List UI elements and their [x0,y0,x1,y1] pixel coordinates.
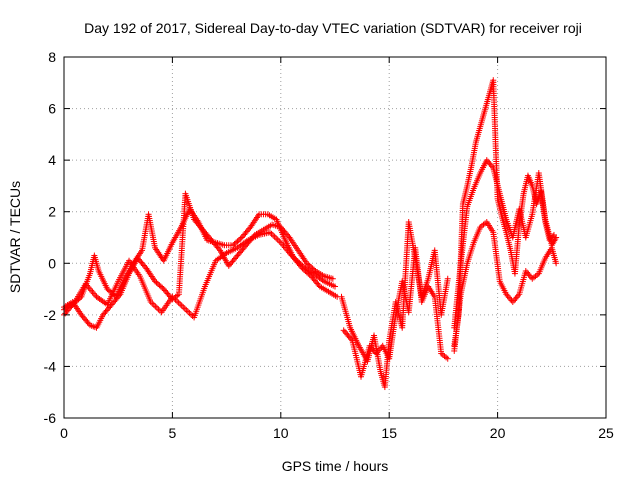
y-tick-label: 2 [48,204,56,220]
data-point [150,301,157,308]
chart-title: Day 192 of 2017, Sidereal Day-to-day VTE… [84,20,582,36]
data-point [306,262,313,269]
data-point [177,301,184,308]
data-point [157,283,164,290]
data-point [377,345,384,352]
data-point [274,236,281,243]
data-point [116,292,123,299]
data-marks-layer [61,77,560,391]
data-point [271,233,278,240]
data-point [178,302,185,309]
data-point [444,275,451,282]
axis-ticks-layer: 0 5 10 15 20 25 -6 -4 -2 0 2 4 6 8 [44,49,614,441]
data-point [183,307,190,314]
data-point [305,261,312,268]
y-tick-label: 0 [48,255,56,271]
data-point [329,275,336,282]
data-point [152,278,159,285]
data-point [186,310,193,317]
data-point [142,263,149,270]
y-tick-label: 8 [48,49,56,65]
data-point [444,355,451,362]
data-point [308,264,315,271]
x-tick-label: 5 [169,425,177,441]
data-point [246,225,253,232]
y-tick-label: -4 [44,358,57,374]
data-point [107,288,114,295]
data-point [175,299,182,306]
data-point [507,295,514,302]
x-axis-label: GPS time / hours [282,458,389,474]
y-tick-label: 6 [48,101,56,117]
data-point [513,294,520,301]
x-tick-label: 15 [381,425,397,441]
data-point [486,160,493,167]
data-point [187,311,194,318]
x-tick-label: 10 [273,425,289,441]
data-point [505,294,512,301]
data-point [153,304,160,311]
data-point [332,283,338,290]
data-point [285,233,292,240]
data-point [511,297,518,304]
data-point [512,295,519,302]
data-point [230,242,237,249]
data-point [181,305,188,312]
data-point [525,271,532,278]
data-point [232,239,239,246]
data-point [105,287,112,294]
data-point [156,282,163,289]
x-tick-label: 20 [490,425,506,441]
y-tick-label: -2 [44,307,57,323]
data-point [152,303,159,310]
x-tick-label: 0 [60,425,68,441]
data-point [155,306,162,313]
data-point [348,336,355,343]
y-tick-label: 4 [48,152,56,168]
data-point [268,230,275,237]
data-point [154,280,161,287]
data-point [273,235,280,242]
data-point [153,279,160,286]
data-point [234,238,241,245]
data-point [303,260,310,267]
data-point [104,286,111,293]
data-point [159,284,166,291]
y-tick-label: -6 [44,410,57,426]
data-point [487,161,494,168]
data-point [235,237,242,244]
data-point [276,238,283,245]
data-point [231,240,238,247]
data-point [215,245,222,252]
data-point [237,235,244,242]
data-point [315,282,322,289]
y-axis-label: SDTVAR / TECUs [7,181,23,293]
data-point [184,308,191,315]
data-point [509,298,516,305]
x-tick-label: 25 [598,425,614,441]
data-point [180,304,187,311]
